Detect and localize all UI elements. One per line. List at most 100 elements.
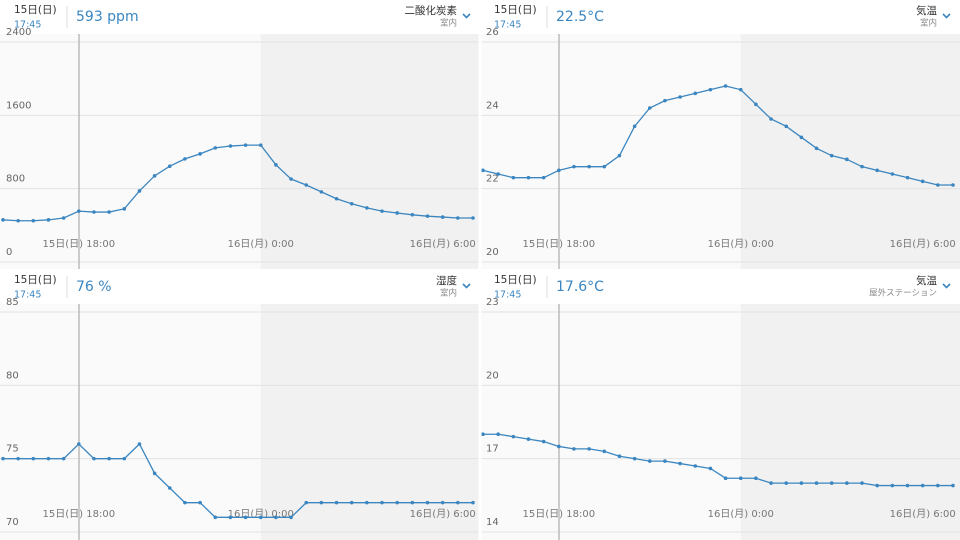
data-point — [526, 175, 531, 180]
data-point — [602, 164, 607, 169]
data-point — [122, 207, 127, 211]
data-point — [395, 211, 399, 215]
data-point — [708, 87, 713, 92]
data-point — [380, 500, 384, 505]
data-point — [92, 210, 96, 214]
metric[interactable]: 気温 — [916, 4, 937, 17]
data-point — [678, 95, 682, 99]
x-tick-label: 16日(月) 6:00 — [410, 238, 476, 250]
data-point — [936, 183, 940, 187]
data-point — [243, 143, 248, 147]
location[interactable]: 室内 — [440, 18, 457, 29]
data-point — [410, 212, 415, 217]
metric[interactable]: 二酸化炭素 — [405, 4, 458, 17]
y-tick-label: 85 — [6, 297, 19, 308]
data-point — [496, 432, 500, 437]
location[interactable]: 室内 — [440, 288, 457, 299]
date: 15日(日) — [494, 274, 537, 286]
data-point — [860, 164, 864, 169]
data-point — [198, 500, 202, 505]
data-point — [304, 500, 309, 505]
data-point — [440, 500, 445, 505]
data-point — [152, 174, 157, 178]
data-point — [693, 91, 698, 96]
dropdown-chevron[interactable] — [462, 13, 471, 19]
data-point — [334, 500, 339, 505]
data-point — [572, 164, 576, 169]
data-point — [167, 486, 172, 490]
data-line — [483, 433, 953, 487]
data-point — [243, 515, 248, 520]
data-point — [936, 483, 940, 488]
dropdown-chevron[interactable] — [942, 13, 951, 19]
data-point — [77, 442, 81, 446]
data-point — [829, 153, 834, 158]
dropdown-chevron[interactable] — [942, 283, 951, 289]
data-point — [541, 175, 546, 180]
data-point — [784, 481, 789, 485]
data-point — [602, 449, 607, 454]
data-point — [875, 168, 879, 173]
data-point — [274, 515, 278, 520]
reading: 22.5°C — [556, 9, 604, 25]
data-point — [678, 461, 682, 466]
data-point — [258, 515, 263, 520]
data-point — [228, 515, 233, 520]
y-tick-label: 800 — [6, 174, 25, 185]
data-point — [228, 144, 233, 148]
data-point — [152, 471, 157, 476]
data-point — [845, 481, 849, 485]
data-point — [456, 500, 460, 505]
data-point — [617, 454, 622, 459]
data-point — [304, 183, 309, 187]
x-tick-label: 16日(月) 0:00 — [228, 238, 294, 250]
data-point — [410, 500, 415, 505]
data-point — [319, 190, 324, 194]
data-point — [572, 447, 576, 451]
data-point — [198, 152, 202, 156]
location[interactable]: 室内 — [920, 18, 937, 29]
data-point — [349, 500, 354, 505]
data-point — [875, 483, 879, 488]
data-point — [92, 456, 96, 461]
data-point — [890, 483, 895, 488]
reading: 593 ppm — [76, 9, 139, 25]
location[interactable]: 屋外ステーション — [869, 288, 937, 299]
data-point — [951, 183, 955, 187]
data-line — [3, 442, 473, 518]
data-point — [274, 163, 278, 167]
x-tick-label: 16日(月) 6:00 — [890, 238, 956, 250]
data-point — [440, 215, 445, 219]
data-point — [334, 196, 339, 201]
data-point — [647, 106, 652, 110]
data-point — [738, 87, 743, 92]
data-point — [723, 84, 728, 88]
data-point — [31, 218, 36, 223]
metric[interactable]: 気温 — [916, 274, 937, 287]
data-point — [845, 157, 849, 162]
data-point — [137, 442, 142, 446]
time: 17:45 — [494, 20, 521, 31]
data-point — [1, 456, 5, 461]
x-tick-label: 16日(月) 0:00 — [708, 508, 774, 520]
data-point — [183, 157, 187, 161]
data-point — [617, 153, 622, 158]
metric[interactable]: 湿度 — [436, 274, 457, 287]
y-tick-label: 1600 — [6, 100, 31, 111]
data-point — [16, 456, 20, 461]
data-point — [481, 168, 485, 173]
data-point — [16, 218, 20, 223]
data-point — [890, 172, 895, 176]
night-shade — [260, 304, 480, 540]
dropdown-chevron[interactable] — [462, 283, 471, 289]
data-point — [365, 206, 369, 210]
data-point — [31, 456, 36, 461]
x-tick-label: 15日(日) 18:00 — [523, 509, 596, 520]
data-point — [425, 500, 430, 505]
data-point — [557, 444, 561, 449]
time: 17:45 — [494, 290, 521, 301]
